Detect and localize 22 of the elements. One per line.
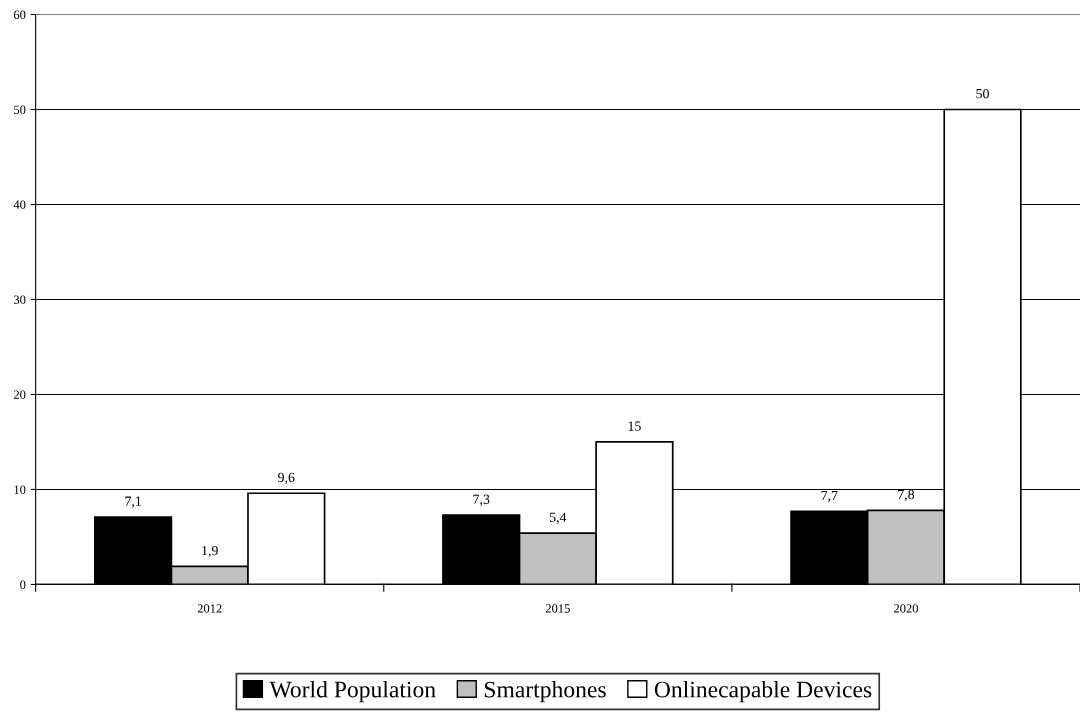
legend-label: Smartphones [484,680,606,703]
x-tick-label: 2015 [545,604,570,613]
y-tick-label: 20 [13,390,26,399]
data-label: 9,6 [278,472,295,485]
y-tick-label: 40 [13,200,26,209]
data-label: 50 [976,88,989,99]
y-tick-label: 0 [20,580,26,589]
data-label: 15 [628,421,641,431]
data-label: 1,9 [202,545,218,558]
y-tick-label: 10 [14,485,26,494]
data-label: 7,3 [473,494,490,506]
data-label: 5,4 [549,512,567,524]
data-label: 7,1 [125,496,141,508]
data-label: 7,7 [821,490,838,503]
legend-label: World Population [269,680,436,703]
x-tick-label: 2012 [197,604,222,613]
y-tick-label: 50 [14,105,26,114]
y-tick-label: 30 [14,295,26,304]
data-label: 7,8 [898,489,915,502]
x-tick-label: 2020 [893,604,918,613]
y-tick-label: 60 [13,10,26,19]
legend-label: Onlinecapable Devices [654,680,872,703]
